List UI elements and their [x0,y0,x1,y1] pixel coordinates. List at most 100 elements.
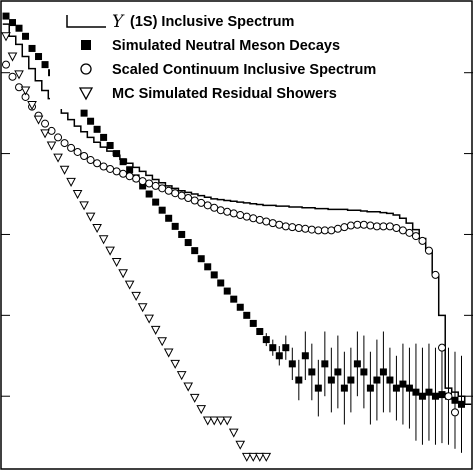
triangle-point [196,405,207,415]
square-point [113,150,121,158]
square-point [256,328,264,336]
legend-label-3: MC Simulated Residual Showers [112,86,337,102]
circle-point [392,223,401,232]
triangle-point [46,141,57,151]
square-point [223,287,231,295]
circle-point [223,207,232,216]
circle-point [184,194,193,203]
square-point [295,376,303,384]
circle-point [197,198,206,207]
square-point [431,392,439,400]
square-point [93,125,101,133]
triangle-point [98,235,109,245]
circle-point [8,72,17,81]
circle-point [158,184,167,193]
triangle-point [27,101,37,111]
square-point [28,44,36,52]
square-point [386,376,394,384]
triangle-point [261,452,272,462]
circle-point [301,224,310,233]
triangle-point [53,153,63,163]
square-point [451,396,459,404]
triangle-point [72,190,83,200]
circle-point [60,139,69,148]
square-point [438,391,446,399]
square-point [392,384,400,392]
axis-ticks [1,72,473,397]
legend-marker-histogram [66,15,106,28]
square-point [145,190,153,198]
circle-point [86,156,95,165]
square-point [230,295,238,303]
circle-point [437,343,446,352]
square-point [418,392,426,400]
circle-point [236,211,245,220]
triangle-point [33,115,44,125]
square-point [191,247,199,255]
triangle-point [131,291,141,301]
circle-point [145,179,154,188]
square-point [269,344,277,352]
circle-point [450,408,459,417]
circle-point [372,222,381,231]
triangle-point [150,325,161,335]
square-point [210,271,218,279]
series-2 [2,60,459,417]
triangle-point [202,416,213,426]
square-point [282,344,290,352]
square-point [184,239,192,247]
triangle-point [163,348,174,358]
triangle-point [111,257,122,268]
square-point [243,311,251,319]
circle-point [210,203,219,212]
square-point [9,19,17,27]
square-point [236,303,244,311]
square-point [22,32,30,40]
square-point [2,12,10,20]
square-point [262,336,270,344]
triangle-point [1,32,11,42]
square-point [412,388,420,396]
circle-point [333,224,342,233]
circle-point [138,177,147,186]
legend-marker-square [81,40,91,50]
triangle-point [222,416,233,426]
square-point [288,360,296,368]
circle-point [99,162,108,171]
circle-point [424,246,433,255]
circle-point [171,189,180,198]
circle-point [275,220,284,229]
circle-point [229,209,238,218]
square-point [152,198,160,206]
circle-point [288,223,297,232]
square-point [379,368,387,376]
circle-point [314,226,323,235]
triangle-point [7,52,18,62]
triangle-point [248,452,259,462]
square-point [100,133,108,141]
triangle-point [235,440,246,450]
square-point [340,384,348,392]
legend-label-2: Scaled Continuum Inclusive Spectrum [112,62,376,78]
triangle-point [254,452,265,462]
square-point [80,109,88,117]
circle-point [249,214,258,223]
circle-point [2,60,10,69]
triangle-point [14,70,24,80]
circle-point [281,222,290,231]
circle-point [294,223,303,232]
triangle-point [137,303,148,313]
legend-marker-triangle [78,87,94,101]
square-point [35,53,43,61]
circle-point [379,222,388,231]
legend-bg [50,5,428,109]
triangle-point [183,382,194,392]
circle-point [340,223,349,232]
circle-point [216,206,225,215]
circle-point [418,236,427,245]
circle-point [177,191,186,200]
square-point [327,376,335,384]
square-point [275,352,283,360]
circle-point [93,159,102,168]
